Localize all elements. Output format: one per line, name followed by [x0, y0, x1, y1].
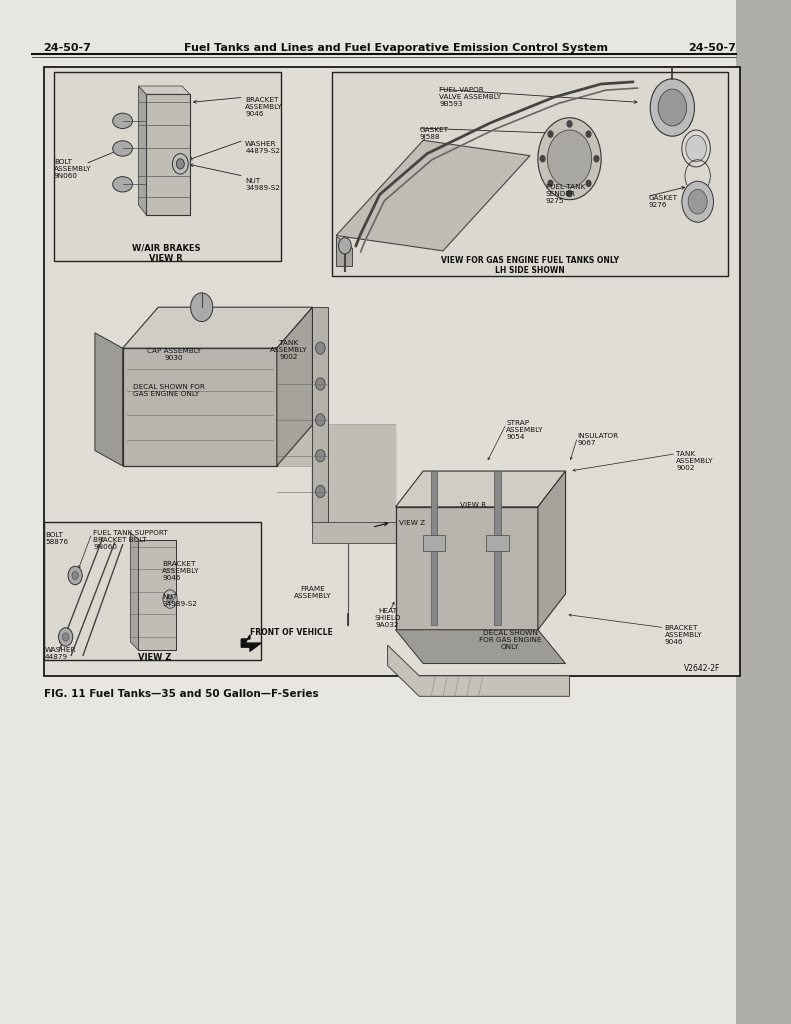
Text: DECAL SHOWN FOR
GAS ENGINE ONLY: DECAL SHOWN FOR GAS ENGINE ONLY — [133, 384, 205, 397]
Polygon shape — [138, 86, 190, 94]
Text: INSULATOR
9067: INSULATOR 9067 — [577, 433, 619, 446]
Text: WASHER
44879-S2: WASHER 44879-S2 — [245, 141, 280, 155]
Circle shape — [62, 633, 69, 641]
Text: VIEW R: VIEW R — [460, 502, 486, 508]
Text: Fuel Tanks and Lines and Fuel Evaporative Emission Control System: Fuel Tanks and Lines and Fuel Evaporativ… — [184, 43, 607, 53]
Circle shape — [548, 131, 553, 137]
Circle shape — [176, 159, 184, 169]
Polygon shape — [277, 307, 312, 466]
Polygon shape — [396, 630, 566, 664]
Circle shape — [316, 485, 325, 498]
Circle shape — [59, 628, 73, 646]
Circle shape — [538, 118, 601, 200]
Text: FUEL TANK SUPPORT
BRACKET BOLT
9N060: FUEL TANK SUPPORT BRACKET BOLT 9N060 — [93, 530, 168, 551]
Polygon shape — [277, 425, 396, 522]
Text: TANK
ASSEMBLY
9002: TANK ASSEMBLY 9002 — [676, 451, 713, 471]
Circle shape — [658, 89, 687, 126]
Text: 24-50-7: 24-50-7 — [687, 43, 736, 53]
Text: BOLT
ASSEMBLY
9N060: BOLT ASSEMBLY 9N060 — [54, 159, 91, 179]
Text: NUT
34989-S2: NUT 34989-S2 — [162, 594, 197, 607]
Text: CAP ASSEMBLY
9030: CAP ASSEMBLY 9030 — [147, 348, 201, 361]
Circle shape — [548, 180, 553, 186]
Circle shape — [650, 79, 694, 136]
Polygon shape — [123, 348, 277, 466]
Text: V2642-2F: V2642-2F — [684, 664, 721, 673]
Polygon shape — [131, 532, 138, 650]
Polygon shape — [396, 507, 538, 630]
Circle shape — [547, 130, 592, 187]
Circle shape — [167, 595, 173, 603]
Text: W/AIR BRAKES
VIEW R: W/AIR BRAKES VIEW R — [132, 244, 200, 263]
Text: HEAT
SHIELD
9A032: HEAT SHIELD 9A032 — [374, 608, 401, 629]
Bar — [138, 540, 176, 650]
Ellipse shape — [113, 141, 133, 156]
Text: BRACKET
ASSEMBLY
9046: BRACKET ASSEMBLY 9046 — [245, 97, 282, 118]
Bar — [736, 0, 791, 1024]
Circle shape — [540, 156, 545, 162]
Circle shape — [586, 131, 591, 137]
Circle shape — [316, 414, 325, 426]
Polygon shape — [388, 645, 570, 696]
Polygon shape — [494, 471, 501, 625]
Text: VIEW FOR GAS ENGINE FUEL TANKS ONLY
LH SIDE SHOWN: VIEW FOR GAS ENGINE FUEL TANKS ONLY LH S… — [441, 256, 619, 275]
Text: STRAP
ASSEMBLY
9054: STRAP ASSEMBLY 9054 — [506, 420, 543, 440]
Text: BRACKET
ASSEMBLY
9046: BRACKET ASSEMBLY 9046 — [162, 561, 199, 582]
Text: BRACKET
ASSEMBLY
9046: BRACKET ASSEMBLY 9046 — [664, 625, 702, 645]
Text: VIEW Z: VIEW Z — [399, 520, 426, 526]
Polygon shape — [336, 236, 352, 266]
Text: NUT
34989-S2: NUT 34989-S2 — [245, 178, 280, 191]
Circle shape — [172, 154, 188, 174]
Polygon shape — [538, 471, 566, 630]
Circle shape — [586, 180, 591, 186]
Circle shape — [191, 293, 213, 322]
Circle shape — [68, 566, 82, 585]
Text: TANK
ASSEMBLY
9002: TANK ASSEMBLY 9002 — [270, 340, 308, 360]
Bar — [54, 72, 281, 261]
Circle shape — [339, 238, 351, 254]
Polygon shape — [312, 522, 396, 543]
Polygon shape — [95, 333, 123, 466]
Polygon shape — [431, 471, 437, 625]
Polygon shape — [138, 86, 146, 215]
Text: FUEL TANK
SENDER
9275: FUEL TANK SENDER 9275 — [546, 184, 585, 205]
Bar — [146, 94, 190, 215]
Circle shape — [688, 189, 707, 214]
Text: FRONT OF VEHICLE: FRONT OF VEHICLE — [250, 628, 333, 637]
Polygon shape — [241, 635, 261, 651]
Circle shape — [682, 181, 713, 222]
Polygon shape — [312, 307, 328, 522]
Text: FIG. 11 Fuel Tanks—35 and 50 Gallon—F-Series: FIG. 11 Fuel Tanks—35 and 50 Gallon—F-Se… — [44, 689, 318, 699]
Bar — [486, 535, 509, 551]
Polygon shape — [123, 307, 312, 348]
Polygon shape — [396, 471, 566, 507]
Circle shape — [567, 121, 572, 127]
Circle shape — [316, 342, 325, 354]
Circle shape — [316, 450, 325, 462]
Text: BOLT
58876: BOLT 58876 — [45, 532, 68, 546]
Text: FUEL VAPOR
VALVE ASSEMBLY
9B593: FUEL VAPOR VALVE ASSEMBLY 9B593 — [439, 87, 501, 108]
Polygon shape — [336, 140, 530, 251]
Text: FRAME
ASSEMBLY: FRAME ASSEMBLY — [293, 586, 331, 599]
Text: DECAL SHOWN
FOR GAS ENGINE
ONLY: DECAL SHOWN FOR GAS ENGINE ONLY — [479, 630, 542, 650]
Circle shape — [316, 378, 325, 390]
Circle shape — [594, 156, 599, 162]
Bar — [423, 535, 445, 551]
Text: GASKET
9J588: GASKET 9J588 — [419, 127, 448, 140]
Bar — [44, 67, 740, 676]
Bar — [44, 522, 261, 660]
Circle shape — [567, 190, 572, 197]
Text: GASKET
9276: GASKET 9276 — [649, 195, 678, 208]
Text: 24-50-7: 24-50-7 — [44, 43, 92, 53]
Text: WASHER
44879: WASHER 44879 — [45, 647, 77, 660]
Circle shape — [686, 135, 706, 162]
Ellipse shape — [113, 114, 133, 128]
Ellipse shape — [113, 177, 133, 193]
Bar — [332, 72, 728, 276]
Circle shape — [163, 590, 177, 608]
Circle shape — [72, 571, 78, 580]
Text: VIEW Z: VIEW Z — [138, 653, 171, 663]
